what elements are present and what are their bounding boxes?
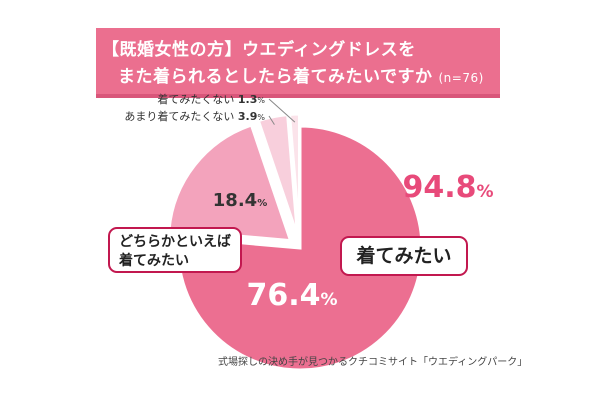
chart-title-line2-text: また着られるとしたら着てみたいですか: [118, 67, 433, 87]
title-banner: 【既婚女性の方】ウエディングドレスを また着られるとしたら着てみたいですか (n=…: [96, 28, 500, 98]
chart-title-line2: また着られるとしたら着てみたいですか (n=76): [118, 62, 484, 87]
leader-line-2: [268, 115, 275, 125]
sample-size: (n=76): [438, 71, 484, 85]
slice-value-3-unit: %: [257, 96, 265, 105]
slice-label-box-1: どちらかといえば 着てみたい: [108, 227, 242, 273]
slice-value-1: 18.4%: [213, 190, 267, 211]
slice-value-2-unit: %: [257, 113, 265, 122]
slice-value-3: 1.3: [238, 93, 258, 106]
pie-slice-0: [176, 124, 424, 372]
slice-label-2: あまり着てみたくない 3.9%: [124, 109, 265, 123]
pie-slice-1: [167, 123, 293, 243]
summary-value: 94.8%: [402, 170, 493, 205]
slice-value-2: 3.9: [238, 110, 258, 123]
slice-value-0-unit: %: [320, 290, 337, 310]
slice-label-box-0: 着てみたい: [340, 236, 468, 276]
source-note: 式場探しの決め手が見つかるクチコミサイト「ウエディングパーク」: [218, 357, 528, 368]
leader-line-3: [268, 98, 296, 123]
summary-value-unit: %: [476, 182, 493, 202]
pie-slice-2: [256, 113, 300, 237]
slice-value-1-unit: %: [257, 198, 267, 209]
slice-label-0: 着てみたい: [356, 245, 452, 267]
chart-title-line1: 【既婚女性の方】ウエディングドレスを: [102, 40, 416, 60]
slice-label-3: 着てみたくない 1.3%: [157, 92, 265, 106]
slice-label-1-line2: 着てみたい: [119, 253, 189, 269]
slice-label-1-line1: どちらかといえば: [119, 234, 231, 250]
pie-slice-3: [287, 112, 302, 237]
